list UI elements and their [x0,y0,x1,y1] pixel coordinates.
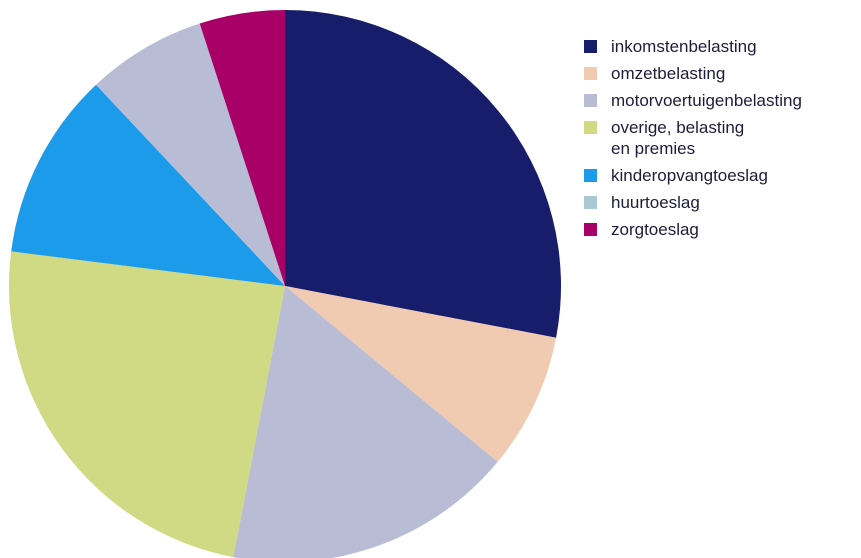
legend-item-inkomstenbelasting: inkomstenbelasting [584,36,802,57]
legend-swatch [584,223,597,236]
legend-swatch [584,121,597,134]
legend-label: omzetbelasting [611,64,726,83]
legend-swatch [584,40,597,53]
legend-label: zorgtoeslag [611,220,699,239]
pie-slice-overige-belasting-en-premies [9,251,285,558]
pie-slice-motorvoertuigenbelasting [233,286,498,558]
chart-legend: inkomstenbelasting omzetbelasting motorv… [584,36,802,246]
legend-item-huurtoeslag: huurtoeslag [584,192,802,213]
legend-label: inkomstenbelasting [611,37,757,56]
pie-slice-kinderopvangtoeslag [11,84,286,286]
pie-chart [9,10,561,558]
pie-slice-inkomstenbelasting [285,10,561,338]
legend-label: overige, belasting en premies [611,118,745,158]
pie-slice-omzetbelasting [285,286,557,462]
pie-slice-motorvoertuigenbelasting [96,23,285,286]
legend-swatch [584,169,597,182]
legend-item-overige-belasting-en-premies: overige, belasting en premies [584,117,802,159]
legend-item-kinderopvangtoeslag: kinderopvangtoeslag [584,165,802,186]
legend-label: motorvoertuigenbelasting [611,91,802,110]
pie-slice-zorgtoeslag [199,10,285,286]
legend-label: huurtoeslag [611,193,700,212]
legend-swatch [584,94,597,107]
legend-item-zorgtoeslag: zorgtoeslag [584,219,802,240]
legend-label: kinderopvangtoeslag [611,166,768,185]
legend-item-omzetbelasting: omzetbelasting [584,63,802,84]
legend-swatch [584,67,597,80]
legend-item-motorvoertuigenbelasting: motorvoertuigenbelasting [584,90,802,111]
legend-swatch [584,196,597,209]
